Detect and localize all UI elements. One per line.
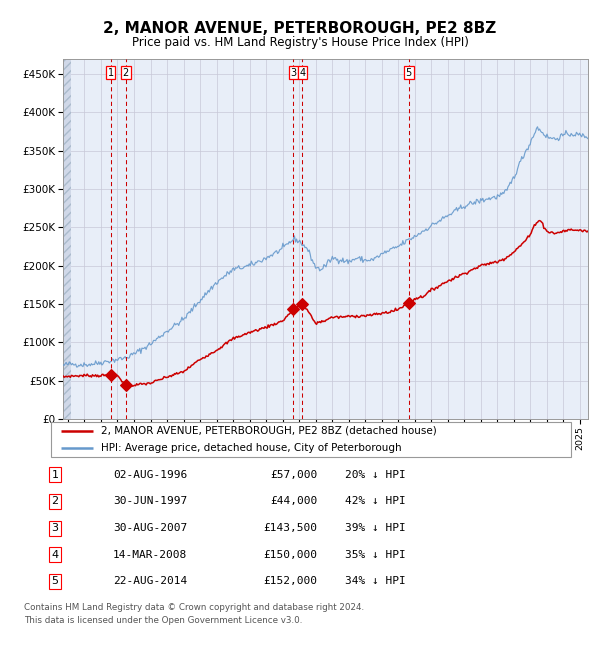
Text: 5: 5	[406, 68, 412, 77]
Text: 5: 5	[52, 577, 58, 586]
Text: Price paid vs. HM Land Registry's House Price Index (HPI): Price paid vs. HM Land Registry's House …	[131, 36, 469, 49]
Text: 42% ↓ HPI: 42% ↓ HPI	[344, 497, 406, 506]
Text: 14-MAR-2008: 14-MAR-2008	[113, 550, 187, 560]
Text: 2: 2	[51, 497, 58, 506]
Text: 3: 3	[290, 68, 296, 77]
Text: £57,000: £57,000	[270, 470, 317, 480]
Text: HPI: Average price, detached house, City of Peterborough: HPI: Average price, detached house, City…	[101, 443, 401, 453]
Text: £44,000: £44,000	[270, 497, 317, 506]
Text: 1: 1	[107, 68, 113, 77]
Text: 35% ↓ HPI: 35% ↓ HPI	[344, 550, 406, 560]
Text: 34% ↓ HPI: 34% ↓ HPI	[344, 577, 406, 586]
Text: 2, MANOR AVENUE, PETERBOROUGH, PE2 8BZ: 2, MANOR AVENUE, PETERBOROUGH, PE2 8BZ	[103, 21, 497, 36]
Text: 2: 2	[122, 68, 129, 77]
Text: 1: 1	[52, 470, 58, 480]
Text: £143,500: £143,500	[263, 523, 317, 533]
Text: £150,000: £150,000	[263, 550, 317, 560]
Text: 2, MANOR AVENUE, PETERBOROUGH, PE2 8BZ (detached house): 2, MANOR AVENUE, PETERBOROUGH, PE2 8BZ (…	[101, 426, 437, 436]
Text: This data is licensed under the Open Government Licence v3.0.: This data is licensed under the Open Gov…	[24, 616, 302, 625]
Text: Contains HM Land Registry data © Crown copyright and database right 2024.: Contains HM Land Registry data © Crown c…	[24, 603, 364, 612]
Point	[106, 370, 115, 381]
Text: £152,000: £152,000	[263, 577, 317, 586]
Text: 4: 4	[299, 68, 305, 77]
Text: 22-AUG-2014: 22-AUG-2014	[113, 577, 187, 586]
Point	[121, 380, 131, 391]
Point	[298, 299, 307, 309]
Bar	[63, 58, 71, 419]
Point	[289, 304, 298, 315]
FancyBboxPatch shape	[50, 422, 571, 457]
Text: 20% ↓ HPI: 20% ↓ HPI	[344, 470, 406, 480]
Text: 02-AUG-1996: 02-AUG-1996	[113, 470, 187, 480]
Text: 3: 3	[52, 523, 58, 533]
Text: 39% ↓ HPI: 39% ↓ HPI	[344, 523, 406, 533]
Text: 4: 4	[51, 550, 58, 560]
Point	[404, 298, 413, 308]
Text: 30-JUN-1997: 30-JUN-1997	[113, 497, 187, 506]
Text: 30-AUG-2007: 30-AUG-2007	[113, 523, 187, 533]
